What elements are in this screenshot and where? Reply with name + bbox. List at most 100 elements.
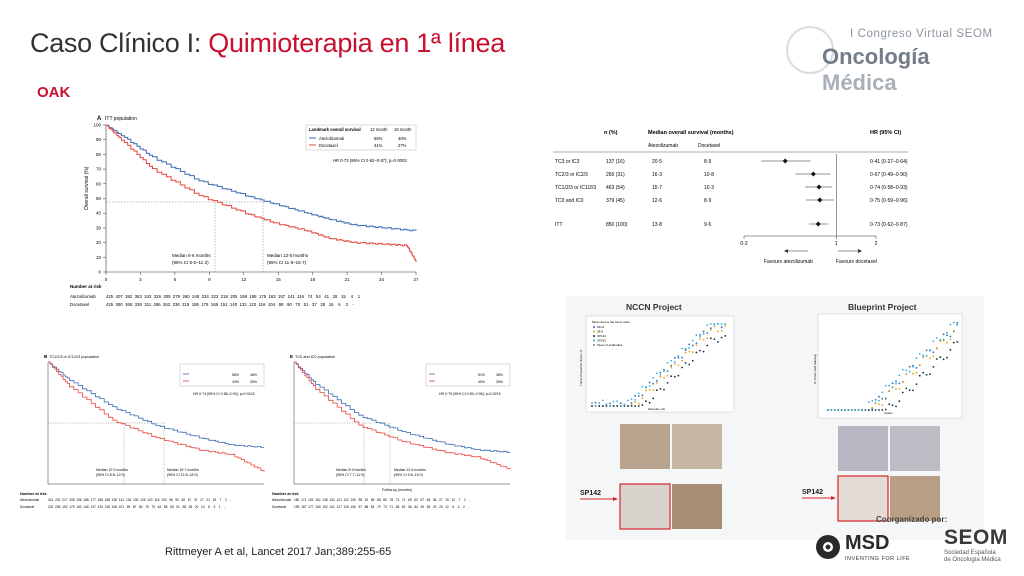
blueprint-title: Blueprint Project	[848, 302, 917, 312]
nccn-point	[720, 330, 723, 332]
km-main-risk-atz: 425 407 382 363 342 326 305 279 260 248 …	[106, 294, 361, 299]
nccn-point	[659, 375, 662, 378]
km-main-row-doc-name: Docetaxel	[319, 143, 338, 148]
nccn-xlabel: Samples, No.	[648, 407, 666, 411]
blueprint-point	[901, 368, 904, 371]
nccn-point	[623, 404, 626, 407]
nccn-point	[695, 334, 698, 337]
blueprint-point	[891, 404, 894, 407]
blueprint-point	[881, 409, 884, 411]
blueprint-point	[946, 334, 948, 337]
nccn-point	[598, 402, 601, 405]
blueprint-point	[895, 382, 897, 385]
nccn-legend-label: Mean of antibodies	[597, 343, 623, 347]
nccn-point	[695, 351, 698, 354]
km-b-risk-d: 222 206 192 175 162 146 137 125 118 108 …	[48, 505, 225, 509]
blueprint-point	[918, 374, 921, 377]
ihc-tile-sp142-left	[619, 483, 671, 530]
nccn-legend-swatch	[593, 344, 595, 346]
blueprint-point	[949, 338, 952, 341]
blueprint-point	[918, 352, 921, 355]
forest-row-atz: 15·7	[652, 185, 662, 191]
nccn-plot-area	[585, 315, 735, 413]
nccn-point	[659, 373, 662, 376]
nccn-point	[645, 389, 647, 392]
forest-row-name: TC3 or IC3	[555, 159, 580, 165]
nccn-point	[688, 363, 691, 366]
forest-plot-panel: n (%) Median overall survival (months) A…	[548, 118, 908, 270]
sp142-left-label: SP142	[580, 490, 601, 497]
blueprint-point	[949, 348, 952, 351]
forest-rows: TC3 or IC3 137 (16) 20·5 8·9 0·41 (0·27–0·64…	[555, 158, 908, 228]
nccn-point	[666, 362, 669, 364]
forest-row-hr: 0·74 (0·58–0·93)	[870, 185, 908, 191]
blueprint-point	[925, 349, 928, 352]
nccn-point	[637, 395, 640, 397]
nccn-point	[684, 362, 687, 364]
seom-sub-1: Sociedad Española	[944, 550, 996, 556]
nccn-point	[594, 401, 597, 404]
km-main-risk-atz-label: Atezolizumab	[70, 294, 96, 299]
blueprint-point	[935, 358, 938, 360]
nccn-point	[634, 401, 637, 404]
nccn-point	[659, 371, 662, 374]
blueprint-point	[878, 395, 880, 398]
nccn-point	[619, 402, 622, 405]
nccn-legend-label: 28-8	[597, 330, 603, 334]
km-main-row-doc-18: 27%	[398, 143, 407, 148]
km-c-med1: Median 8·9 months	[336, 468, 366, 472]
sp142-right-label: SP142	[802, 489, 823, 496]
km-main-risk-doc-label: Docetaxel	[70, 302, 89, 307]
forest-row-doc: 8·9	[704, 198, 711, 204]
nccn-legend-swatch	[593, 330, 595, 333]
blueprint-point	[830, 409, 833, 411]
blueprint-point	[871, 400, 874, 402]
blueprint-point	[932, 351, 935, 354]
km-main-ytick-label: 10	[96, 255, 102, 260]
ihc-tile-8	[890, 476, 940, 521]
blueprint-point	[952, 329, 955, 332]
nccn-point	[630, 405, 633, 407]
km-c-docetaxel-curve	[294, 361, 511, 470]
forest-x-ticks: 0·2 1 2	[740, 236, 878, 247]
forest-arrow-left-head	[784, 249, 788, 253]
nccn-point	[688, 347, 691, 350]
nccn-point	[645, 386, 647, 388]
nccn-point	[655, 379, 658, 382]
forest-favours-right: Favours docetaxel	[836, 259, 877, 265]
nccn-point	[591, 405, 593, 407]
blueprint-point	[833, 409, 836, 411]
blueprint-point	[925, 373, 928, 376]
nccn-point	[706, 332, 709, 334]
nccn-point	[634, 399, 637, 401]
blueprint-point	[946, 341, 948, 344]
nccn-point	[616, 400, 619, 403]
blueprint-point	[912, 366, 914, 368]
km-c-risk-a-label: Atezolizumab	[272, 498, 291, 502]
nccn-point	[637, 392, 640, 395]
logo-word-1: Oncología	[822, 44, 930, 69]
blueprint-point	[898, 374, 901, 377]
forest-row-doc: 8·9	[704, 159, 711, 165]
km-main-table-head-2: 18 month	[394, 127, 412, 132]
nccn-point	[634, 405, 637, 407]
blueprint-point	[844, 409, 846, 411]
nccn-point	[637, 405, 640, 407]
km-main-xtick-label: 12	[241, 277, 247, 282]
blueprint-point	[871, 409, 874, 411]
blueprint-point	[932, 340, 935, 343]
km-main-row-doc-12: 41%	[374, 143, 383, 148]
nccn-point	[688, 343, 691, 346]
blueprint-point	[898, 382, 901, 385]
blueprint-point	[929, 373, 931, 375]
nccn-point	[663, 368, 665, 371]
blueprint-point	[956, 321, 959, 324]
ihc-tile-sp142-right	[837, 475, 889, 522]
blueprint-point	[956, 323, 959, 326]
km-main-atezolizumab-curve	[106, 124, 417, 232]
nccn-point	[630, 398, 633, 401]
assay-comparison-panel: NCCN Project Blueprint Project Mean acro…	[566, 296, 984, 540]
km-c-risk-label: Number at risk	[272, 492, 299, 496]
nccn-point	[655, 389, 658, 392]
km-main-xtick-label: 27	[413, 277, 418, 282]
